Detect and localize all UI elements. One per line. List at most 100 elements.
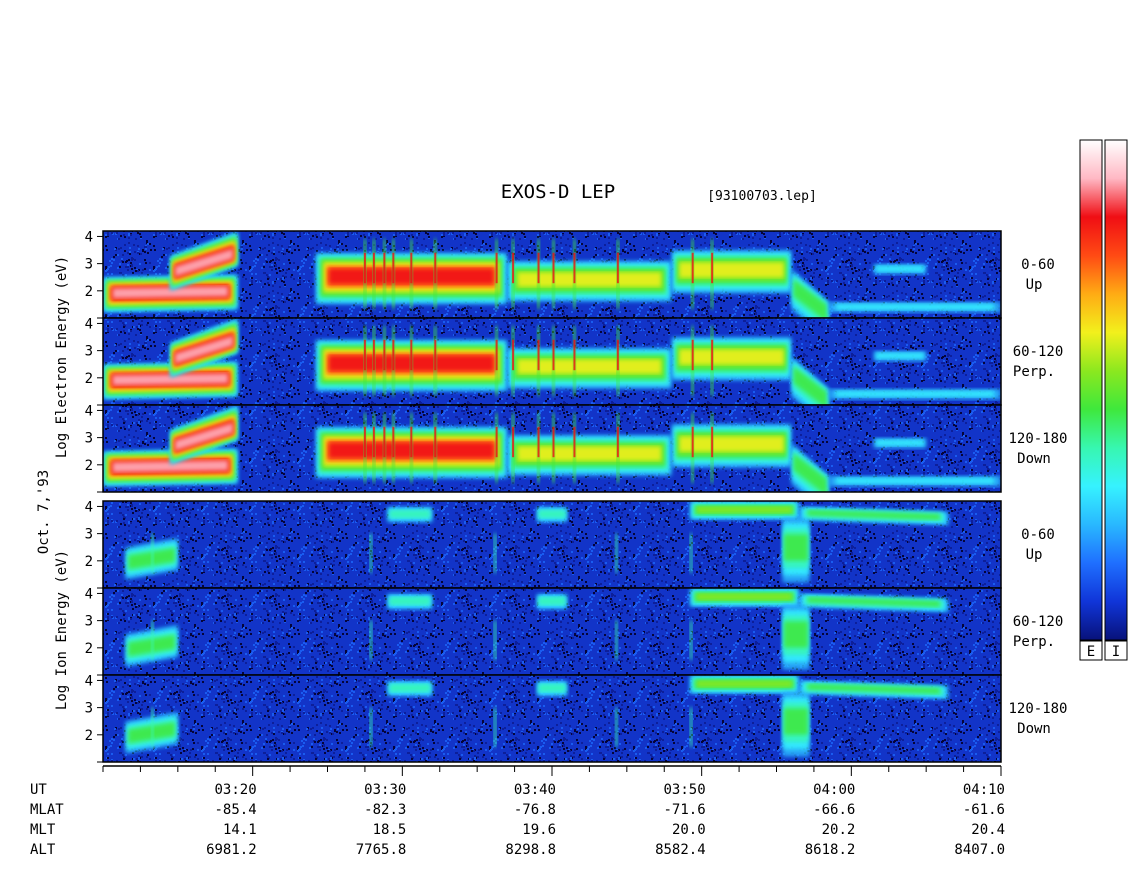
y-tick-label: 4 [85,316,93,332]
panel-0-0: 2 3 4 [85,229,1002,319]
colorbar-label-box [1104,640,1128,661]
electron-feature-5-layer-3 [793,366,827,405]
electron-spike-core-3 [392,426,395,458]
electron-spike-core-4 [410,339,413,371]
ion-feature-5-layer-2 [538,510,566,518]
electron-spike-core-0 [363,426,366,458]
electron-spike-core-5 [434,252,437,284]
time-ut-value: 04:10 [963,782,1005,798]
chart-title: EXOS-D LEP [501,181,615,203]
ion-spike-3 [614,533,618,573]
ion-feature-1-layer-4 [696,680,792,688]
panel-0-2: 2 3 4 [85,403,1002,493]
ion-ylabel: Log Ion Energy (eV) [54,550,70,710]
panel-range-label: 120-180 [1008,701,1067,717]
time-mlat-value: -82.3 [364,802,406,818]
ion-spike-4 [689,533,693,573]
electron-spike-core-10 [573,426,576,458]
electron-spike-core-9 [552,339,555,371]
electron-spike-core-8 [537,252,540,284]
electron-feature-0-layer-9 [112,286,229,299]
panel-range-label: 60-120 [1013,344,1064,360]
electron-feature-1-layer-9 [175,335,233,364]
ion-feature-5-layer-2 [538,684,566,692]
electron-spike-core-12 [691,426,694,458]
y-tick-label: 3 [85,614,93,630]
y-tick-label: 4 [85,403,93,419]
electron-spike-core-3 [392,252,395,284]
electron-spike-core-11 [616,426,619,458]
time-mlat-value: -66.6 [813,802,855,818]
electron-feature-4-layer-5 [679,349,784,365]
electron-feature-0-layer-9 [112,460,229,473]
file-label: [93100703.lep] [707,189,817,204]
time-mlt-value: 20.4 [971,822,1005,838]
ion-feature-2-layer-3 [784,708,808,735]
panel-range-label: 120-180 [1008,431,1067,447]
time-alt-value: 6981.2 [206,842,257,858]
electron-feature-7-layer-1 [875,265,925,273]
electron-spike-core-13 [711,426,714,458]
ion-feature-3-layer-3 [807,597,940,607]
panel-frame [102,674,1002,763]
ion-spike-3 [614,620,618,660]
time-ut-value: 04:00 [813,782,855,798]
electron-feature-0-layer-9 [112,373,229,386]
ion-feature-1-layer-4 [696,506,792,514]
electron-spike-core-13 [711,339,714,371]
panel-1-1: 2 3 4 [85,586,1002,676]
y-tick-label: 2 [85,554,93,570]
y-tick-label: 2 [85,284,93,300]
electron-ylabel: Log Electron Energy (eV) [54,256,70,458]
ion-spike-2 [493,707,497,747]
electron-spike-core-10 [573,339,576,371]
electron-spike-core-11 [616,339,619,371]
electron-feature-7-layer-1 [875,439,925,447]
time-ut-value: 03:20 [215,782,257,798]
ion-feature-5-layer-2 [538,597,566,605]
electron-spike-core-12 [691,252,694,284]
y-tick-label: 2 [85,371,93,387]
ion-spike-1 [369,707,373,747]
colorbar-label: I [1112,644,1120,660]
electron-spike-core-10 [573,252,576,284]
electron-feature-6-layer-1 [835,390,995,398]
panel-frame [102,404,1002,493]
ion-spike-2 [493,620,497,660]
y-tick-label: 4 [85,229,93,245]
time-alt-value: 8582.4 [655,842,706,858]
time-mlt-value: 19.6 [522,822,556,838]
electron-feature-1-layer-9 [175,248,233,277]
ion-spike-4 [689,620,693,660]
electron-spike-core-12 [691,339,694,371]
electron-spike-core-8 [537,339,540,371]
time-row-label: ALT [30,842,56,858]
panel-direction-label: Down [1017,721,1051,737]
electron-spike-core-11 [616,252,619,284]
ion-feature-3-layer-3 [807,510,940,520]
electron-spike-core-6 [495,426,498,458]
time-mlt-value: 14.1 [223,822,257,838]
time-row-label: MLT [30,822,56,838]
panel-direction-label: Down [1017,451,1051,467]
time-mlt-value: 18.5 [373,822,407,838]
time-mlt-value: 20.2 [822,822,856,838]
y-tick-label: 2 [85,728,93,744]
y-tick-label: 4 [85,673,93,689]
panel-direction-label: Perp. [1013,634,1055,650]
electron-spike-core-2 [383,426,386,458]
y-tick-label: 3 [85,431,93,447]
ion-spike-3 [614,707,618,747]
electron-feature-6-layer-1 [835,477,995,485]
electron-spike-core-6 [495,339,498,371]
time-row-label: MLAT [30,802,64,818]
electron-feature-4-layer-5 [679,436,784,452]
time-mlat-value: -71.6 [664,802,706,818]
ion-feature-4-layer-2 [389,597,430,605]
time-ut-value: 03:30 [364,782,406,798]
ion-feature-4-layer-2 [389,684,430,692]
electron-spike-core-0 [363,339,366,371]
time-alt-value: 8618.2 [805,842,856,858]
